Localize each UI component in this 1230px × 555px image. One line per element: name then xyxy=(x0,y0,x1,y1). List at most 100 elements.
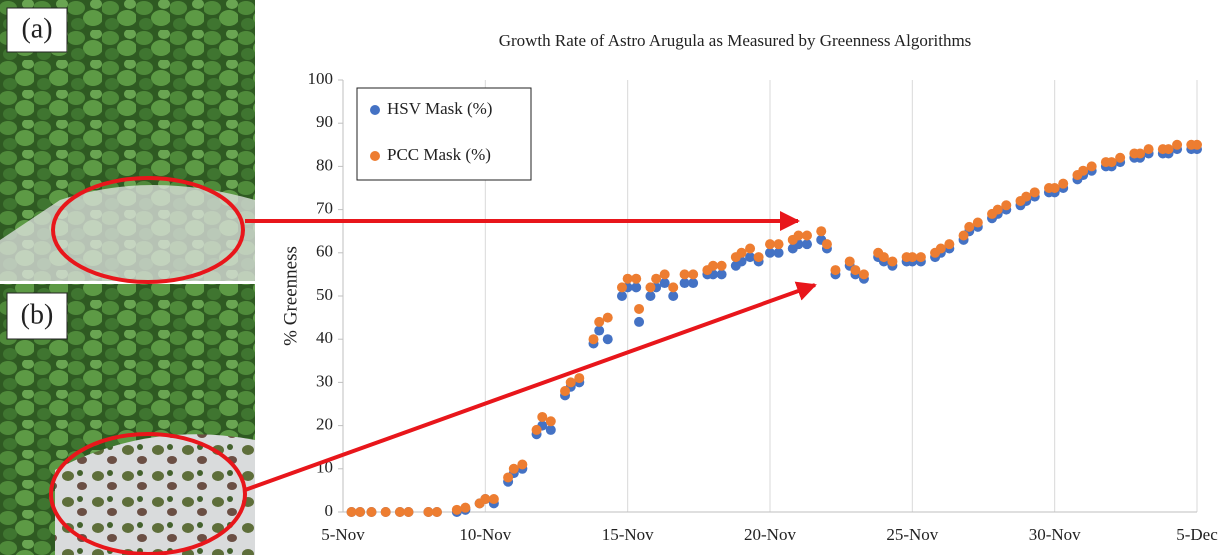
data-point xyxy=(907,252,917,262)
data-point xyxy=(887,256,897,266)
data-point xyxy=(537,412,547,422)
data-point xyxy=(660,269,670,279)
data-point xyxy=(993,205,1003,215)
data-point xyxy=(850,265,860,275)
data-point xyxy=(489,494,499,504)
data-point xyxy=(717,269,727,279)
data-point xyxy=(1087,161,1097,171)
photo-label: (b) xyxy=(21,299,54,330)
data-point xyxy=(1001,200,1011,210)
photo-b: (b) xyxy=(0,284,255,555)
data-point xyxy=(680,269,690,279)
y-axis-label: % Greenness xyxy=(280,246,301,346)
data-point xyxy=(680,278,690,288)
data-point xyxy=(634,304,644,314)
data-point xyxy=(845,256,855,266)
data-point xyxy=(532,425,542,435)
data-point xyxy=(802,231,812,241)
data-point xyxy=(366,507,376,517)
legend-swatch xyxy=(370,105,380,115)
data-point xyxy=(1050,183,1060,193)
data-point xyxy=(816,226,826,236)
data-point xyxy=(566,377,576,387)
y-tick-label: 20 xyxy=(316,415,333,434)
data-point xyxy=(395,507,405,517)
data-point xyxy=(1144,144,1154,154)
data-point xyxy=(460,503,470,513)
data-point xyxy=(1164,144,1174,154)
data-point xyxy=(603,313,613,323)
data-point xyxy=(623,274,633,284)
legend-swatch xyxy=(370,151,380,161)
x-tick-label: 25-Nov xyxy=(886,525,938,544)
y-tick-label: 0 xyxy=(325,501,334,520)
x-tick-label: 5-Dec xyxy=(1176,525,1218,544)
data-point xyxy=(754,252,764,262)
data-point xyxy=(745,252,755,262)
data-point xyxy=(959,231,969,241)
data-point xyxy=(574,373,584,383)
data-point xyxy=(480,494,490,504)
data-point xyxy=(432,507,442,517)
data-point xyxy=(617,282,627,292)
data-point xyxy=(708,261,718,271)
photo-label: (a) xyxy=(21,13,52,44)
data-point xyxy=(964,222,974,232)
data-point xyxy=(822,239,832,249)
data-point xyxy=(509,464,519,474)
data-point xyxy=(774,239,784,249)
data-point xyxy=(645,291,655,301)
data-point xyxy=(617,291,627,301)
data-point xyxy=(594,317,604,327)
data-point xyxy=(1172,140,1182,150)
data-point xyxy=(503,472,513,482)
figure: (a) (b) Growth Rate of Astro Arugula as … xyxy=(0,0,1230,555)
data-point xyxy=(403,507,413,517)
y-tick-label: 50 xyxy=(316,285,333,304)
data-point xyxy=(347,507,357,517)
data-point xyxy=(1058,179,1068,189)
legend-label: PCC Mask (%) xyxy=(387,145,491,164)
photo-a: (a) xyxy=(0,0,255,281)
data-point xyxy=(916,252,926,262)
x-tick-label: 20-Nov xyxy=(744,525,796,544)
data-point xyxy=(560,386,570,396)
data-point xyxy=(936,243,946,253)
data-point xyxy=(668,291,678,301)
data-point xyxy=(1030,187,1040,197)
data-point xyxy=(452,505,462,515)
y-tick-label: 70 xyxy=(316,199,333,218)
y-tick-label: 30 xyxy=(316,371,333,390)
x-tick-label: 30-Nov xyxy=(1029,525,1081,544)
data-point xyxy=(631,282,641,292)
data-point xyxy=(660,278,670,288)
data-point xyxy=(765,248,775,258)
data-point xyxy=(594,326,604,336)
data-point xyxy=(879,252,889,262)
data-point xyxy=(631,274,641,284)
data-point xyxy=(793,231,803,241)
data-point xyxy=(546,425,556,435)
data-point xyxy=(651,274,661,284)
x-tick-label: 15-Nov xyxy=(602,525,654,544)
data-point xyxy=(1192,140,1202,150)
data-point xyxy=(355,507,365,517)
data-point xyxy=(1107,157,1117,167)
data-point xyxy=(745,243,755,253)
data-point xyxy=(802,239,812,249)
data-point xyxy=(859,269,869,279)
data-point xyxy=(645,282,655,292)
chart-title: Growth Rate of Astro Arugula as Measured… xyxy=(499,31,972,50)
data-point xyxy=(688,278,698,288)
chart: Growth Rate of Astro Arugula as Measured… xyxy=(280,31,1218,544)
x-tick-label: 10-Nov xyxy=(459,525,511,544)
data-point xyxy=(381,507,391,517)
legend-label: HSV Mask (%) xyxy=(387,99,492,118)
y-tick-label: 90 xyxy=(316,112,333,131)
data-point xyxy=(634,317,644,327)
data-point xyxy=(1135,148,1145,158)
data-point xyxy=(737,248,747,258)
data-point xyxy=(1078,166,1088,176)
data-point xyxy=(830,265,840,275)
x-tick-label: 5-Nov xyxy=(321,525,365,544)
